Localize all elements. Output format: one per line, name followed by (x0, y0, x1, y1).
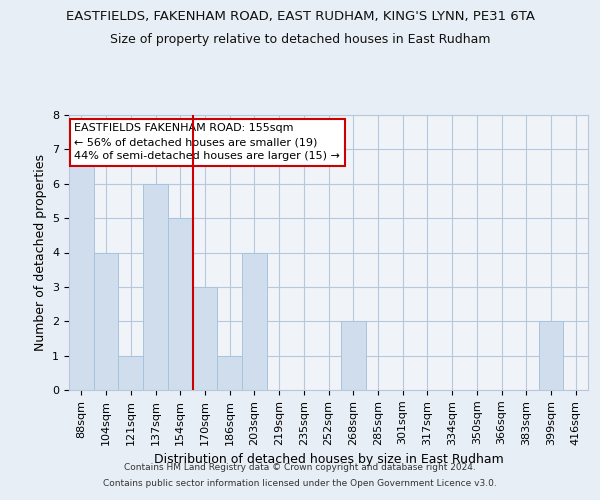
Text: Contains public sector information licensed under the Open Government Licence v3: Contains public sector information licen… (103, 478, 497, 488)
Bar (168, 218, 193, 390)
X-axis label: Distribution of detached houses by size in East Rudham: Distribution of detached houses by size … (154, 453, 503, 466)
Text: Contains HM Land Registry data © Crown copyright and database right 2024.: Contains HM Land Registry data © Crown c… (124, 464, 476, 472)
Bar (118, 356, 143, 390)
Text: EASTFIELDS FAKENHAM ROAD: 155sqm
← 56% of detached houses are smaller (19)
44% o: EASTFIELDS FAKENHAM ROAD: 155sqm ← 56% o… (74, 123, 340, 161)
Text: Size of property relative to detached houses in East Rudham: Size of property relative to detached ho… (110, 32, 490, 46)
Y-axis label: Number of detached properties: Number of detached properties (34, 154, 47, 351)
Text: EASTFIELDS, FAKENHAM ROAD, EAST RUDHAM, KING'S LYNN, PE31 6TA: EASTFIELDS, FAKENHAM ROAD, EAST RUDHAM, … (65, 10, 535, 23)
Bar (242, 252, 267, 390)
Bar (193, 287, 217, 390)
Bar (539, 322, 563, 390)
Bar (69, 150, 94, 390)
Bar (94, 252, 118, 390)
Bar (217, 356, 242, 390)
Bar (341, 322, 365, 390)
Bar (143, 184, 168, 390)
